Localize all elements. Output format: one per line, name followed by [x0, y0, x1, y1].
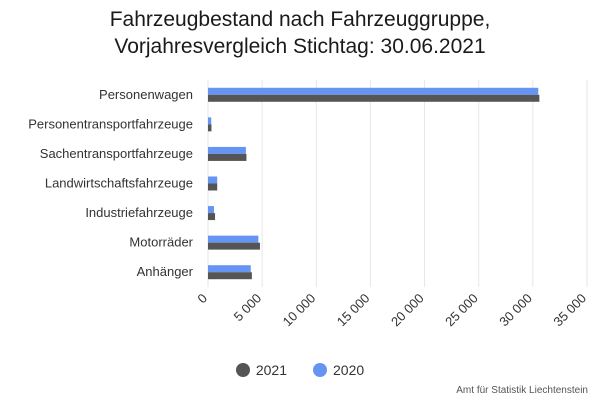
bar-2020[interactable] — [208, 176, 218, 184]
gridlines — [207, 80, 588, 287]
bar-2020[interactable] — [208, 206, 214, 214]
x-tick-label: 0 — [194, 291, 210, 307]
legend-label-2020: 2020 — [333, 362, 365, 378]
bar-2020[interactable] — [208, 146, 246, 154]
bar-2021[interactable] — [208, 124, 212, 132]
bar-2020[interactable] — [208, 87, 539, 95]
legend-item-2020[interactable]: 2020 — [313, 362, 364, 378]
bar-2021[interactable] — [208, 153, 247, 161]
credits[interactable]: Amt für Statistik Liechtenstein — [456, 385, 588, 396]
legend-item-2021[interactable]: 2021 — [235, 362, 287, 378]
x-tick-label: 35 000 — [550, 291, 589, 330]
category-label: Personenwagen — [99, 87, 193, 102]
legend: 2021 2020 — [0, 362, 600, 378]
x-tick-label: 30 000 — [496, 291, 535, 330]
chart-title: Fahrzeugbestand nach Fahrzeuggruppe, Vor… — [0, 6, 600, 60]
category-label: Anhänger — [137, 264, 194, 279]
bar-2020[interactable] — [208, 235, 259, 243]
bar-2021[interactable] — [208, 242, 260, 250]
x-tick-label: 20 000 — [388, 291, 427, 330]
category-label: Sachentransportfahrzeuge — [40, 146, 193, 161]
bar-2020[interactable] — [208, 117, 212, 125]
x-tick-label: 5 000 — [231, 291, 265, 325]
category-label: Landwirtschaftsfahrzeuge — [45, 176, 193, 191]
x-tick-label: 10 000 — [280, 291, 319, 330]
x-tick-label: 15 000 — [334, 291, 373, 330]
chart-title-line-1: Fahrzeugbestand nach Fahrzeuggruppe, — [109, 8, 491, 31]
legend-marker-2020 — [313, 363, 327, 377]
category-label: Personentransportfahrzeuge — [28, 116, 193, 131]
bar-2020[interactable] — [208, 265, 251, 273]
bar-2021[interactable] — [208, 272, 252, 280]
category-label: Industriefahrzeuge — [85, 205, 193, 220]
bars — [208, 87, 540, 280]
bar-2021[interactable] — [208, 183, 218, 191]
category-label: Motorräder — [129, 235, 193, 250]
x-tick-label: 25 000 — [442, 291, 481, 330]
bar-2021[interactable] — [208, 94, 540, 102]
chart-title-line-2: Vorjahresvergleich Stichtag: 30.06.2021 — [114, 35, 486, 58]
x-tick-labels: 0 5 000 10 000 15 000 20 000 25 000 30 000 35 0… — [194, 291, 589, 330]
bar-2021[interactable] — [208, 213, 216, 221]
legend-label-2021: 2021 — [255, 362, 287, 378]
legend-marker-2021 — [235, 363, 250, 377]
category-labels: Personenwagen Personentransportfahrzeuge S… — [28, 87, 193, 279]
